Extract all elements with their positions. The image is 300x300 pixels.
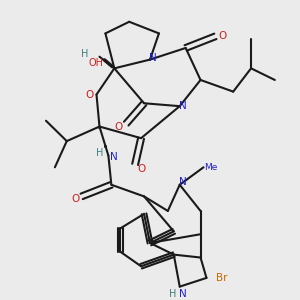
Text: N: N (179, 177, 187, 187)
Text: O: O (115, 122, 123, 131)
Text: Me: Me (204, 163, 218, 172)
Text: H: H (81, 49, 88, 59)
Text: N: N (179, 101, 187, 111)
Text: N: N (110, 152, 118, 162)
Text: O: O (85, 89, 93, 100)
Text: N: N (149, 53, 157, 63)
Text: Br: Br (216, 273, 227, 283)
Text: O: O (219, 31, 227, 41)
Text: H: H (96, 148, 103, 158)
Text: O: O (137, 164, 145, 174)
Text: O: O (72, 194, 80, 204)
Text: H: H (169, 289, 176, 299)
Text: N: N (179, 289, 187, 299)
Text: OH: OH (89, 58, 104, 68)
